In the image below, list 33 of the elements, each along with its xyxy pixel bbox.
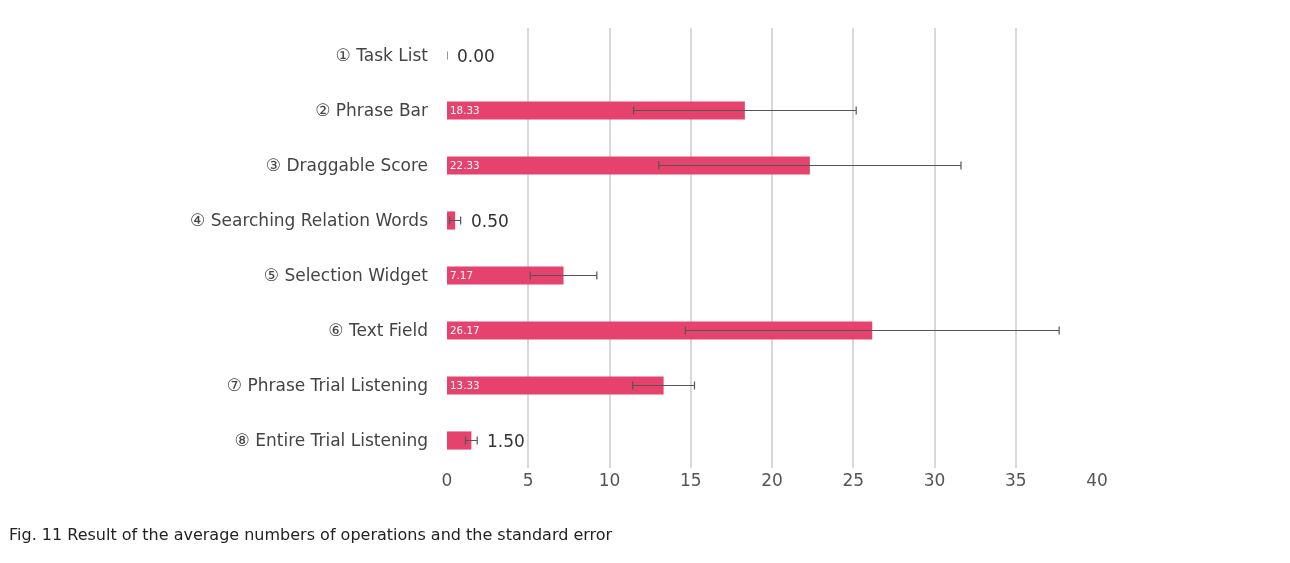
y-tick-label: ④ Searching Relation Words	[190, 210, 429, 231]
data-label: 22.33	[450, 159, 480, 172]
x-tick-label: 35	[1004, 470, 1027, 490]
data-label: 7.17	[450, 269, 473, 282]
bar	[447, 266, 564, 285]
bar	[447, 376, 664, 395]
data-label: 13.33	[450, 379, 480, 392]
y-tick-label: ⑦ Phrase Trial Listening	[226, 375, 428, 396]
data-label: 0.00	[457, 46, 495, 66]
x-tick-label: 20	[761, 470, 783, 490]
bar	[447, 321, 873, 340]
data-label: 0.50	[471, 211, 509, 231]
y-tick-label: ⑤ Selection Widget	[263, 265, 429, 286]
y-tick-label: ⑧ Entire Trial Listening	[234, 430, 428, 451]
bar	[447, 211, 456, 230]
x-tick-label: 5	[522, 470, 534, 490]
x-tick-label: 15	[679, 470, 702, 490]
data-label: 18.33	[450, 104, 480, 117]
y-tick-label: ⑥ Text Field	[328, 320, 428, 341]
data-label: 1.50	[487, 431, 525, 451]
x-tick-label: 10	[598, 470, 621, 490]
caption: Fig. 11 Result of the average numbers of operations and the standard error	[9, 525, 613, 544]
y-tick-label: ③ Draggable Score	[265, 155, 428, 176]
bar	[447, 101, 745, 120]
x-tick-label: 30	[923, 470, 946, 490]
bar	[447, 431, 472, 450]
y-tick-label: ① Task List	[335, 45, 429, 66]
x-tick-label: 0	[441, 470, 453, 490]
y-tick-label: ② Phrase Bar	[315, 100, 428, 121]
data-label: 26.17	[450, 324, 480, 337]
bar	[447, 156, 810, 175]
x-tick-label: 25	[842, 470, 865, 490]
x-tick-label: 40	[1086, 470, 1108, 490]
